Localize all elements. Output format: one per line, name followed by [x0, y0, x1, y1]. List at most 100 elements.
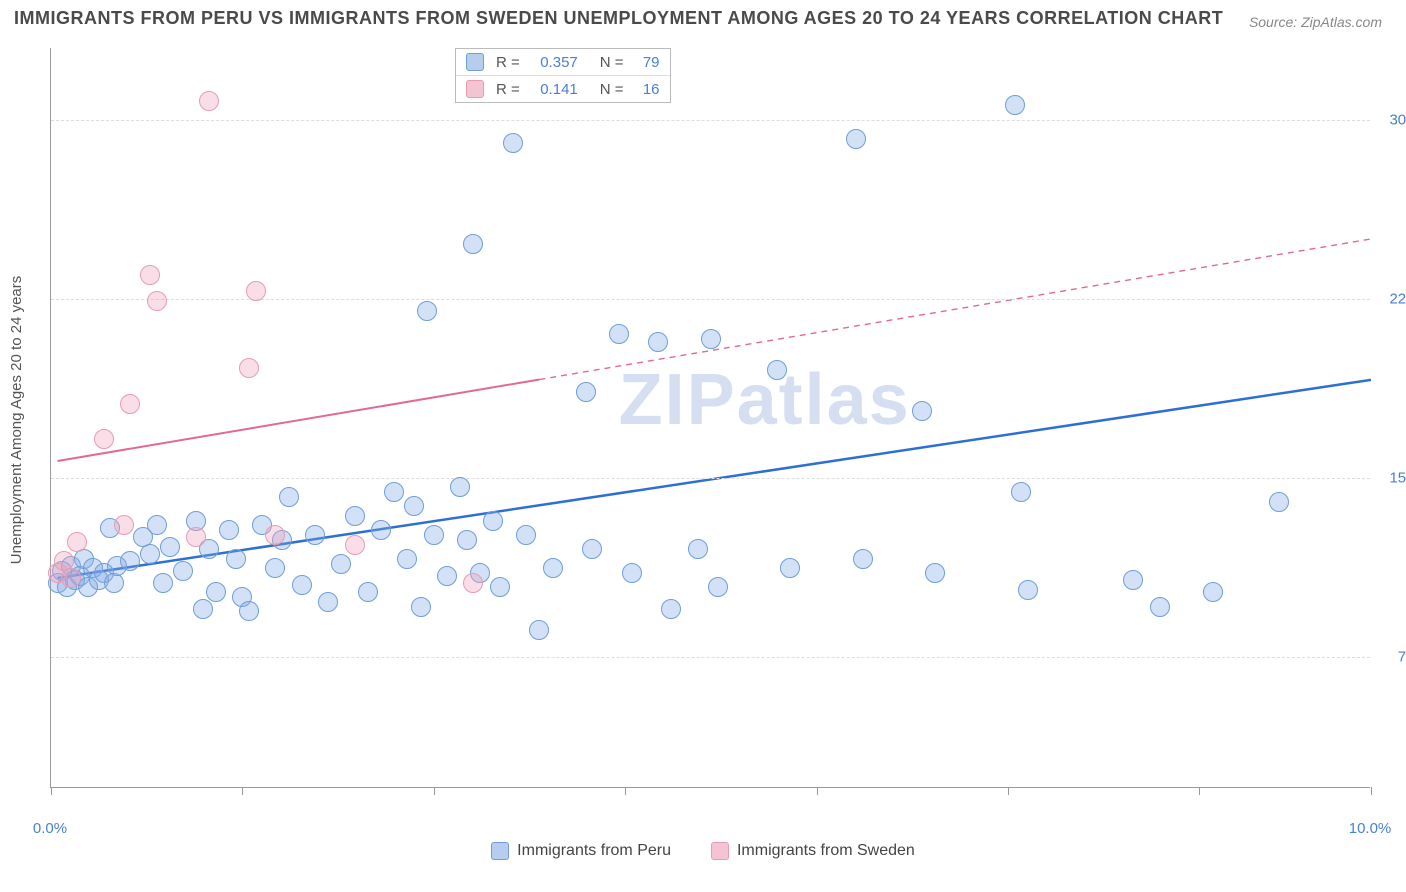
y-tick-label: 7.5%	[1376, 648, 1406, 665]
stat-r-label: R =	[496, 81, 520, 98]
data-point-peru	[424, 525, 444, 545]
data-point-peru	[701, 329, 721, 349]
data-point-peru	[543, 558, 563, 578]
data-point-sweden	[463, 573, 483, 593]
x-tick	[51, 787, 52, 795]
data-point-peru	[463, 234, 483, 254]
x-tick	[625, 787, 626, 795]
data-point-peru	[239, 601, 259, 621]
stat-r-value: 0.357	[528, 54, 578, 71]
data-point-peru	[457, 530, 477, 550]
data-point-peru	[708, 577, 728, 597]
y-tick-label: 15.0%	[1376, 469, 1406, 486]
data-point-sweden	[147, 291, 167, 311]
data-point-peru	[1150, 597, 1170, 617]
x-tick	[434, 787, 435, 795]
legend-stats-row-sweden: R = 0.141 N = 16	[456, 75, 670, 102]
x-axis-legend: Immigrants from Peru Immigrants from Swed…	[0, 842, 1406, 860]
data-point-peru	[384, 482, 404, 502]
data-point-peru	[279, 487, 299, 507]
data-point-peru	[1269, 492, 1289, 512]
data-point-peru	[688, 539, 708, 559]
data-point-peru	[912, 401, 932, 421]
data-point-peru	[147, 515, 167, 535]
gridline	[51, 657, 1370, 658]
x-tick	[817, 787, 818, 795]
data-point-peru	[767, 360, 787, 380]
data-point-peru	[331, 554, 351, 574]
data-point-sweden	[67, 532, 87, 552]
stat-r-value: 0.141	[528, 81, 578, 98]
data-point-peru	[529, 620, 549, 640]
data-point-peru	[371, 520, 391, 540]
data-point-peru	[853, 549, 873, 569]
data-point-peru	[226, 549, 246, 569]
data-point-peru	[193, 599, 213, 619]
data-point-peru	[411, 597, 431, 617]
data-point-peru	[120, 551, 140, 571]
legend-stats-row-peru: R =0.357N =79	[456, 49, 670, 75]
data-point-peru	[345, 506, 365, 526]
data-point-peru	[648, 332, 668, 352]
swatch-peru	[491, 842, 509, 860]
data-point-sweden	[140, 265, 160, 285]
data-point-sweden	[94, 429, 114, 449]
legend-label: Immigrants from Peru	[517, 842, 671, 860]
data-point-peru	[173, 561, 193, 581]
data-point-peru	[318, 592, 338, 612]
legend-label: Immigrants from Sweden	[737, 842, 915, 860]
data-point-sweden	[186, 527, 206, 547]
data-point-peru	[437, 566, 457, 586]
data-point-sweden	[120, 394, 140, 414]
data-point-peru	[1203, 582, 1223, 602]
data-point-sweden	[61, 568, 81, 588]
data-point-peru	[503, 133, 523, 153]
data-point-peru	[622, 563, 642, 583]
x-tick	[242, 787, 243, 795]
gridline	[51, 120, 1370, 121]
legend-item-peru: Immigrants from Peru	[491, 842, 671, 860]
data-point-peru	[417, 301, 437, 321]
legend-item-sweden: Immigrants from Sweden	[711, 842, 915, 860]
data-point-sweden	[265, 525, 285, 545]
data-point-peru	[265, 558, 285, 578]
data-point-peru	[483, 511, 503, 531]
swatch-peru	[466, 53, 484, 71]
stat-r-label: R =	[496, 54, 520, 71]
watermark: ZIPatlas	[619, 359, 911, 441]
data-point-sweden	[345, 535, 365, 555]
data-point-peru	[661, 599, 681, 619]
data-point-peru	[490, 577, 510, 597]
y-tick-label: 30.0%	[1376, 111, 1406, 128]
stat-n-label: N =	[600, 81, 624, 98]
legend-stats-box: R =0.357N =79R =0.141N =16	[455, 48, 671, 103]
x-tick	[1199, 787, 1200, 795]
chart-title: IMMIGRANTS FROM PERU VS IMMIGRANTS FROM …	[14, 8, 1223, 29]
data-point-peru	[925, 563, 945, 583]
swatch-sweden	[466, 80, 484, 98]
data-point-peru	[397, 549, 417, 569]
x-tick-label: 0.0%	[33, 820, 67, 837]
y-axis-title: Unemployment Among Ages 20 to 24 years	[8, 276, 25, 565]
x-tick	[1008, 787, 1009, 795]
x-tick	[1371, 787, 1372, 795]
stat-n-value: 16	[632, 81, 660, 98]
stat-n-label: N =	[600, 54, 624, 71]
data-point-peru	[404, 496, 424, 516]
data-point-peru	[516, 525, 536, 545]
swatch-sweden	[711, 842, 729, 860]
data-point-peru	[292, 575, 312, 595]
data-point-peru	[153, 573, 173, 593]
data-point-sweden	[199, 91, 219, 111]
x-tick-label: 10.0%	[1349, 820, 1392, 837]
y-tick-label: 22.5%	[1376, 290, 1406, 307]
data-point-sweden	[246, 281, 266, 301]
data-point-peru	[609, 324, 629, 344]
trend-lines	[51, 48, 1371, 788]
data-point-sweden	[239, 358, 259, 378]
data-point-peru	[1005, 95, 1025, 115]
data-point-peru	[780, 558, 800, 578]
data-point-peru	[576, 382, 596, 402]
plot-area: ZIPatlas 7.5%15.0%22.5%30.0%	[50, 48, 1370, 788]
data-point-peru	[140, 544, 160, 564]
